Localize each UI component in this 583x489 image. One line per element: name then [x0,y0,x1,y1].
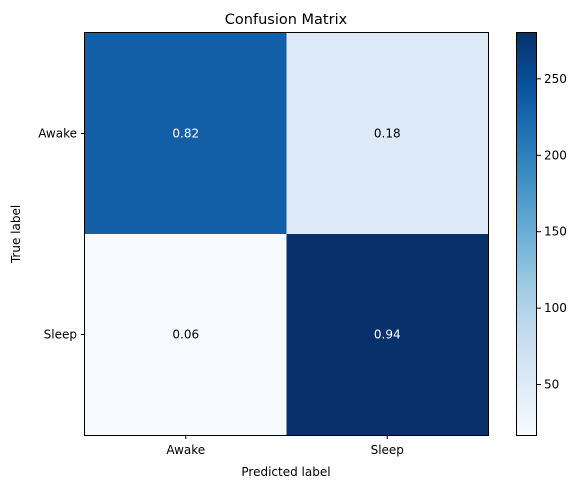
heatmap-cell-awake-awake [85,33,287,234]
cell-value-label: 0.06 [172,328,199,342]
colorbar-tick-label: 250 [544,72,567,86]
cell-value-label: 0.18 [374,127,401,141]
colorbar-ticks: 50 100 150 200 250 [537,72,567,392]
colorbar-tick-label: 200 [544,148,567,162]
chart-title: Confusion Matrix [225,12,348,28]
heatmap-cell-sleep-sleep [286,234,488,435]
heatmap-cell-sleep-awake [85,234,287,435]
colorbar-tick-label: 50 [544,378,559,392]
y-axis-label: True label [9,205,23,264]
y-tick-label: Awake [38,127,77,141]
cell-value-label: 0.82 [172,127,199,141]
heatmap-cell-labels: 0.82 0.18 0.06 0.94 [172,127,400,342]
x-axis-label: Predicted label [241,465,330,479]
colorbar-tick-label: 100 [544,301,567,315]
heatmap-cell-awake-sleep [286,33,488,234]
y-axis-ticks: Awake Sleep [38,127,85,342]
colorbar-tick-label: 150 [544,225,567,239]
cell-value-label: 0.94 [374,328,401,342]
colorbar [516,32,537,436]
plot-frame [84,32,489,436]
x-tick-label: Awake [166,443,205,457]
heatmap-cells [85,33,488,435]
x-tick-label: Sleep [371,443,404,457]
x-axis-ticks: Awake Sleep [166,435,404,457]
y-tick-label: Sleep [44,328,77,342]
